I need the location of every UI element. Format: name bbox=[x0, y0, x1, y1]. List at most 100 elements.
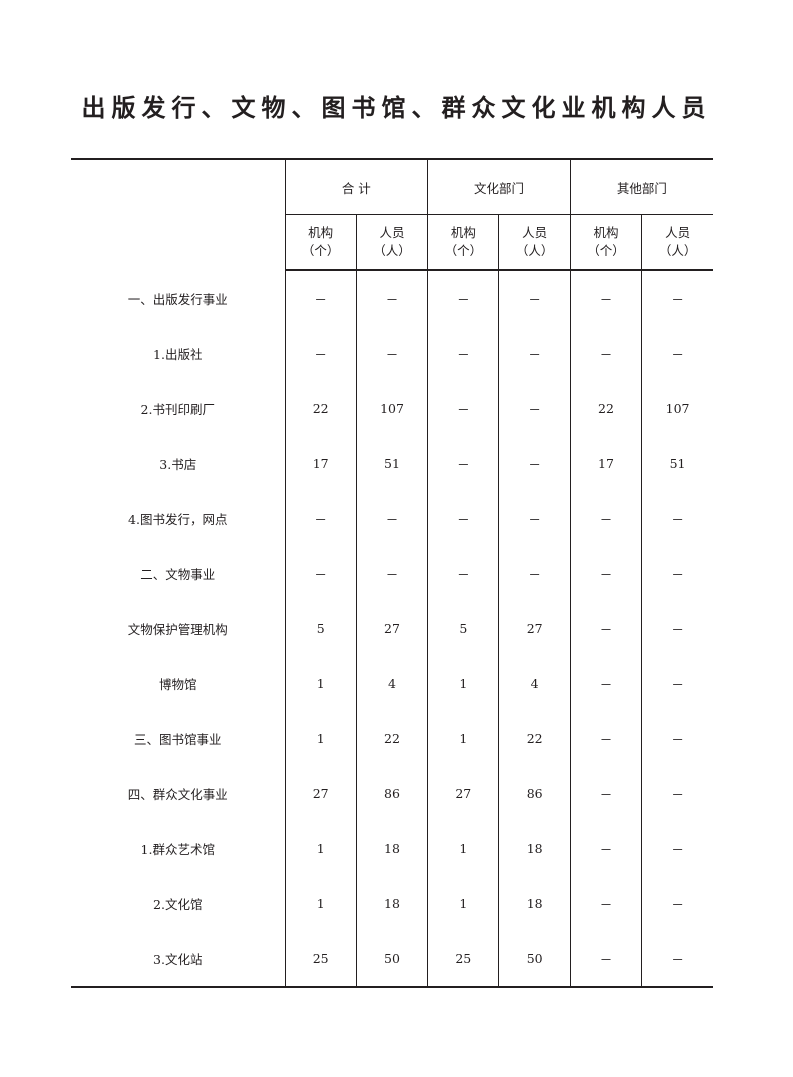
table-cell: － bbox=[641, 876, 713, 931]
header-group-culture-dept: 文化部门 bbox=[427, 159, 571, 215]
table-row: 1.出版社－－－－－－ bbox=[71, 326, 713, 381]
header-sub-unit: （个） bbox=[444, 243, 483, 258]
table-cell: 17 bbox=[569, 436, 642, 491]
table-cell: 50 bbox=[355, 931, 428, 987]
table-cell: 25 bbox=[284, 931, 357, 987]
table-cell: 1 bbox=[427, 876, 499, 931]
table-cell: － bbox=[569, 270, 642, 326]
table-cell: 4 bbox=[355, 656, 428, 711]
table-row: 2.文化馆 1 18 1 18 －－ bbox=[71, 876, 713, 931]
row-label: 1.群众艺术馆 bbox=[140, 842, 215, 857]
row-label: 四、群众文化事业 bbox=[127, 787, 228, 802]
table-cell: － bbox=[569, 656, 642, 711]
table-cell: － bbox=[641, 601, 713, 656]
table-cell: 18 bbox=[498, 876, 571, 931]
table-cell: 18 bbox=[355, 821, 428, 876]
table-cell: 51 bbox=[355, 436, 428, 491]
row-label: 3.书店 bbox=[159, 457, 197, 472]
table-cell: － bbox=[355, 546, 428, 601]
header-sub-label: 人员 bbox=[522, 225, 548, 240]
table-cell: 22 bbox=[569, 381, 642, 436]
table-cell: － bbox=[641, 931, 713, 987]
table-cell: 22 bbox=[284, 381, 357, 436]
table-cell: － bbox=[569, 821, 642, 876]
table-cell: 5 bbox=[284, 601, 357, 656]
table-cell: － bbox=[569, 876, 642, 931]
header-sub-label: 人员 bbox=[665, 225, 691, 240]
table-row: 二、文物事业－－－－－－ bbox=[71, 546, 713, 601]
table-cell: － bbox=[355, 270, 428, 326]
header-sub-label: 机构 bbox=[593, 225, 619, 240]
table-row: 三、图书馆事业 1 22 1 22 －－ bbox=[71, 711, 713, 766]
table-cell: － bbox=[284, 546, 357, 601]
table-cell: － bbox=[498, 326, 571, 381]
table-cell: － bbox=[355, 491, 428, 546]
table-cell: － bbox=[569, 931, 642, 987]
row-label: 4.图书发行，网点 bbox=[128, 512, 228, 527]
table-cell: － bbox=[569, 601, 642, 656]
table-cell: － bbox=[569, 546, 642, 601]
header-group-other-dept: 其他部门 bbox=[569, 159, 713, 215]
header-corner bbox=[71, 159, 285, 270]
table-row: 2.书刊印刷厂 22 107 －－ 22 107 bbox=[71, 381, 713, 436]
header-sub-unit: （人） bbox=[515, 243, 554, 258]
table-cell: 18 bbox=[355, 876, 428, 931]
statistics-table: 合 计 文化部门 其他部门 机构 （个） 人员 （人） 机构 （个） 人员 （人） 机构 （个） 人… bbox=[71, 158, 713, 988]
table-cell: － bbox=[427, 381, 499, 436]
table-row: 4.图书发行，网点－－－－－－ bbox=[71, 491, 713, 546]
row-label: 二、文物事业 bbox=[140, 567, 216, 582]
table-cell: － bbox=[569, 711, 642, 766]
table-cell: 1 bbox=[284, 821, 357, 876]
table-cell: － bbox=[284, 270, 357, 326]
table-cell: － bbox=[427, 326, 499, 381]
table-cell: － bbox=[641, 491, 713, 546]
table-cell: 107 bbox=[641, 381, 713, 436]
table-cell: 27 bbox=[427, 766, 499, 821]
table-cell: 1 bbox=[427, 656, 499, 711]
table-row: 1.群众艺术馆 1 18 1 18 －－ bbox=[71, 821, 713, 876]
table-cell: － bbox=[498, 436, 571, 491]
table-cell: 4 bbox=[498, 656, 571, 711]
header-sub-label: 机构 bbox=[308, 225, 334, 240]
table-cell: 86 bbox=[498, 766, 571, 821]
table-cell: － bbox=[427, 546, 499, 601]
table-cell: 22 bbox=[355, 711, 428, 766]
table-cell: 1 bbox=[284, 656, 357, 711]
table-cell: 5 bbox=[427, 601, 499, 656]
table-cell: － bbox=[427, 436, 499, 491]
table-cell: － bbox=[284, 491, 357, 546]
table-row: 文物保护管理机构 5 27 5 27 －－ bbox=[71, 601, 713, 656]
table-cell: － bbox=[427, 270, 499, 326]
header-sub-unit: （个） bbox=[587, 243, 625, 258]
table-cell: － bbox=[569, 766, 642, 821]
table-cell: 1 bbox=[284, 711, 357, 766]
table-row: 3.书店 17 51 －－ 17 51 bbox=[71, 436, 713, 491]
header-personnel: 人员 （人） bbox=[355, 214, 428, 271]
table-cell: － bbox=[284, 326, 357, 381]
row-label: 2.文化馆 bbox=[153, 897, 203, 912]
header-institutions: 机构 （个） bbox=[427, 214, 499, 271]
header-sub-unit: （个） bbox=[301, 243, 340, 258]
row-label: 2.书刊印刷厂 bbox=[140, 402, 215, 417]
table-cell: － bbox=[498, 381, 571, 436]
table-cell: － bbox=[498, 546, 571, 601]
row-label: 博物馆 bbox=[158, 677, 197, 692]
table-cell: － bbox=[569, 326, 642, 381]
table-row: 博物馆 1 4 1 4 －－ bbox=[71, 656, 713, 711]
header-institutions: 机构 （个） bbox=[284, 214, 357, 271]
row-label: 三、图书馆事业 bbox=[133, 732, 222, 747]
table-row: 3.文化站 25 50 25 50 －－ bbox=[71, 931, 713, 987]
table-cell: － bbox=[355, 326, 428, 381]
table-cell: 107 bbox=[355, 381, 428, 436]
header-sub-unit: （人） bbox=[373, 243, 411, 258]
table-cell: 18 bbox=[498, 821, 571, 876]
page-title: 出版发行、文物、图书馆、群众文化业机构人员 bbox=[81, 93, 712, 122]
table-cell: 50 bbox=[498, 931, 571, 987]
table-cell: 27 bbox=[355, 601, 428, 656]
table-cell: － bbox=[641, 766, 713, 821]
table-cell: 27 bbox=[284, 766, 357, 821]
table-cell: － bbox=[498, 270, 571, 326]
table-cell: － bbox=[569, 491, 642, 546]
table-cell: 22 bbox=[498, 711, 571, 766]
header-personnel: 人员 （人） bbox=[641, 214, 713, 271]
